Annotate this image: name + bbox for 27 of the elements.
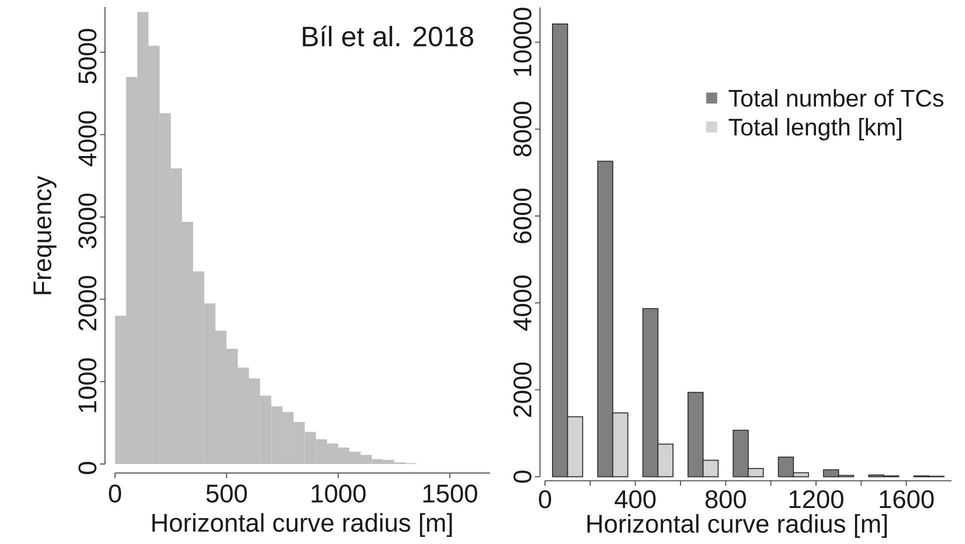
x-tick-label: 800 [706,490,746,508]
annotation: Bíl et al. 2018 [302,26,474,46]
y-tick-label: 0 [513,470,532,483]
legend-label: Total number of TCs [728,89,944,107]
y-tick-label: 3000 [78,194,96,248]
y-tick-label: 5000 [78,28,96,84]
x-tick-label: 1200 [790,490,844,508]
x-tick-label: 500 [206,484,247,503]
y-tick-label: 10000 [513,8,532,76]
x-tick-label: 0 [108,484,122,503]
y-tick-label: 2000 [78,276,96,330]
x-axis-title: Horizontal curve radius [m] [152,513,452,537]
x-axis-title: Horizontal curve radius [m] [587,514,887,538]
y-axis-title: Frequency [34,176,56,294]
y-tick-label: 8000 [513,102,532,156]
y-tick-label: 4000 [78,111,96,166]
x-tick-label: 0 [538,490,552,508]
x-tick-label: 1000 [312,484,366,503]
y-tick-label: 4000 [513,276,532,331]
x-tick-label: 1500 [423,484,478,503]
legend-label: Total length [km] [728,118,902,140]
x-tick-label: 1600 [880,490,934,508]
y-tick-label: 6000 [513,188,532,244]
y-tick-label: 2000 [513,362,532,417]
y-tick-label: 1000 [78,358,96,412]
x-tick-label: 400 [614,490,656,508]
y-tick-label: 0 [78,462,96,474]
